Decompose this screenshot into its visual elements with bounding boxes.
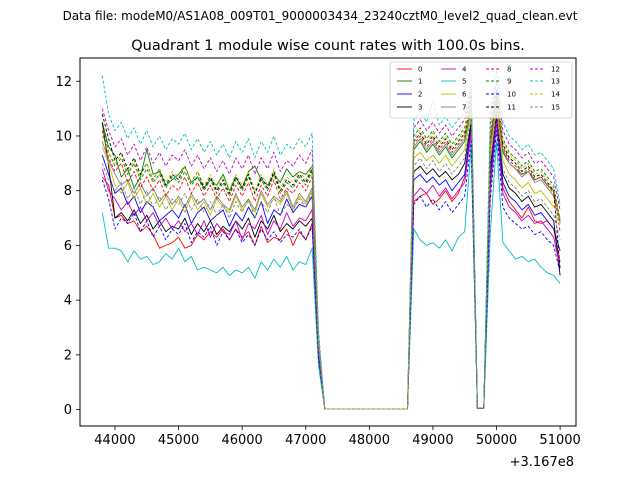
legend-label-15: 15 bbox=[551, 104, 560, 112]
legend-label-13: 13 bbox=[551, 78, 560, 86]
legend-label-10: 10 bbox=[507, 91, 516, 99]
legend-label-4: 4 bbox=[462, 66, 467, 74]
figure-suptitle: Data file: modeM0/AS1A08_009T01_90000034… bbox=[63, 9, 578, 23]
x-axis: 44000 45000 46000 47000 48000 49000 50000 51000 bbox=[94, 426, 581, 448]
series-line-14 bbox=[101, 91, 561, 410]
x-tick-label: 47000 bbox=[285, 433, 326, 448]
y-tick-label: 2 bbox=[64, 348, 72, 363]
x-tick-label: 46000 bbox=[221, 433, 262, 448]
x-tick-label: 51000 bbox=[539, 433, 580, 448]
x-tick-label: 45000 bbox=[158, 433, 199, 448]
y-tick-label: 6 bbox=[64, 239, 72, 254]
legend-label-7: 7 bbox=[462, 104, 466, 112]
y-tick-label: 0 bbox=[64, 403, 72, 418]
legend-label-1: 1 bbox=[418, 78, 422, 86]
plot-frame bbox=[79, 57, 577, 427]
legend-label-5: 5 bbox=[462, 78, 466, 86]
series-line-15 bbox=[101, 110, 561, 410]
legend-label-2: 2 bbox=[418, 91, 422, 99]
x-tick-label: 44000 bbox=[94, 433, 135, 448]
chart-title: Quadrant 1 module wise count rates with … bbox=[131, 38, 525, 54]
y-tick-label: 8 bbox=[64, 184, 72, 199]
x-tick-label: 48000 bbox=[349, 433, 390, 448]
series-layer bbox=[101, 69, 561, 410]
legend-label-0: 0 bbox=[418, 66, 422, 74]
x-tick-label: 49000 bbox=[412, 433, 453, 448]
legend-label-12: 12 bbox=[551, 66, 560, 74]
legend-frame bbox=[389, 61, 573, 119]
legend-label-11: 11 bbox=[507, 104, 516, 112]
x-tick-label: 50000 bbox=[476, 433, 517, 448]
y-tick-label: 4 bbox=[64, 294, 72, 309]
y-tick-label: 10 bbox=[55, 129, 72, 144]
legend-label-8: 8 bbox=[507, 66, 511, 74]
legend-label-14: 14 bbox=[551, 91, 560, 99]
x-offset-text: +3.167e8 bbox=[510, 455, 574, 470]
legend-label-9: 9 bbox=[507, 78, 511, 86]
legend-label-3: 3 bbox=[418, 104, 422, 112]
legend-label-6: 6 bbox=[462, 91, 467, 99]
y-tick-label: 12 bbox=[55, 75, 72, 90]
y-axis: 0 2 4 6 8 10 12 bbox=[55, 75, 80, 418]
